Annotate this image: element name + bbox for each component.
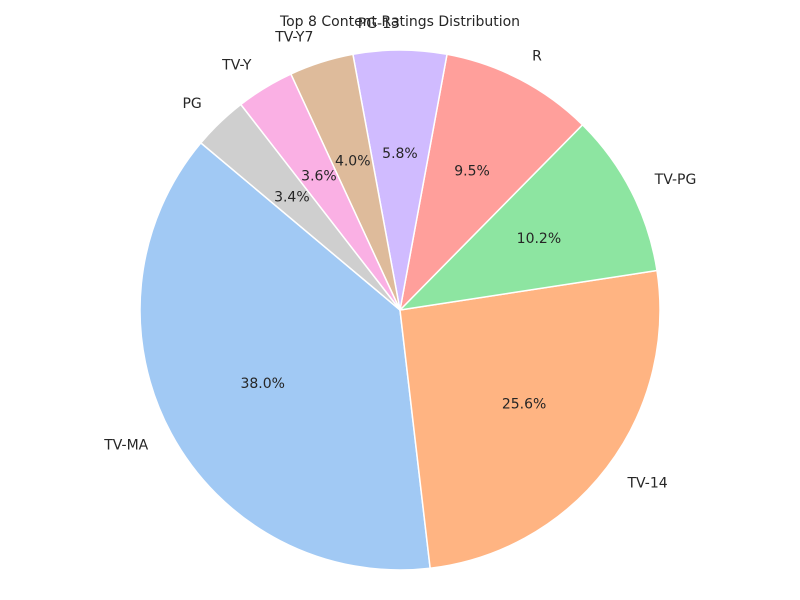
pie-labels: TV-MA 38.0% TV-14 25.6% TV-PG 10.2% R 9.5% PG-13… — [103, 16, 696, 491]
pie-slice-pg — [200, 103, 401, 311]
pie-slice-tv-ma — [139, 142, 431, 571]
slice-label-tv-pg: TV-PG — [654, 172, 697, 188]
slice-label-tv-14: TV-14 — [627, 475, 668, 491]
slice-pct-tv-pg: 10.2% — [517, 231, 561, 247]
slice-pct-tv-y: 3.6% — [301, 169, 337, 185]
slice-pct-tv-y7: 4.0% — [335, 153, 371, 169]
slice-label-pg-13: PG-13 — [358, 16, 400, 32]
pie-slices — [139, 49, 661, 571]
pie-slice-tv-pg — [399, 124, 658, 311]
slice-label-pg: PG — [182, 96, 201, 112]
slice-pct-pg: 3.4% — [274, 190, 310, 206]
chart-title: Top 8 Content Ratings Distribution — [279, 14, 520, 30]
slice-pct-tv-ma: 38.0% — [240, 376, 284, 392]
pie-slice-tv-14 — [399, 269, 661, 569]
slice-pct-pg-13: 5.8% — [382, 146, 418, 162]
slice-label-r: R — [532, 48, 542, 64]
slice-label-tv-ma: TV-MA — [103, 438, 148, 454]
slice-pct-r: 9.5% — [454, 164, 490, 180]
slice-label-tv-y7: TV-Y7 — [274, 29, 313, 45]
pie-slice-r — [399, 53, 584, 311]
slice-label-tv-y: TV-Y — [221, 58, 252, 74]
slice-pct-tv-14: 25.6% — [502, 397, 546, 413]
